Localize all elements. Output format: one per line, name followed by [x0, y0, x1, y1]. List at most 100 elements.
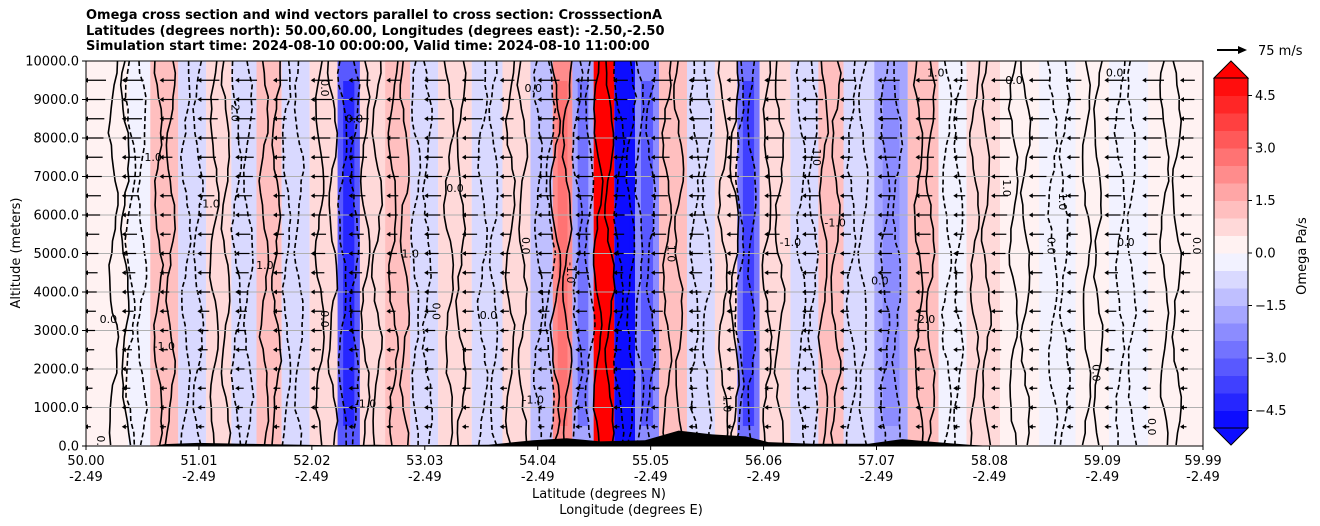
wind-vector	[159, 289, 170, 295]
wind-vector	[1104, 328, 1116, 333]
wind-vector-head	[159, 135, 164, 141]
wind-vector	[839, 212, 852, 218]
wind-vector-head	[1028, 251, 1033, 256]
wind-vector	[348, 251, 363, 256]
wind-vector-head	[197, 385, 202, 391]
wind-vector	[537, 193, 555, 199]
wind-vector	[310, 385, 320, 391]
wind-vector-head	[575, 405, 580, 410]
wind-vector	[575, 135, 595, 141]
wind-vector	[764, 328, 776, 333]
wind-vector	[1066, 366, 1075, 372]
wind-vector	[877, 77, 900, 83]
wind-vector	[348, 154, 368, 160]
wind-vector-head	[650, 193, 655, 199]
wind-vector	[915, 154, 934, 160]
wind-vector	[953, 424, 960, 430]
wind-vector	[499, 308, 509, 314]
wind-vector-head	[348, 308, 353, 314]
wind-vector-head	[915, 174, 920, 179]
wind-vector-head	[991, 154, 996, 160]
wind-vector	[537, 116, 558, 122]
wind-vector	[272, 308, 283, 314]
wind-vector	[726, 385, 734, 391]
wind-vector	[197, 328, 209, 333]
wind-vector-head	[461, 385, 466, 391]
x-tick-label-lon: -2.49	[521, 470, 555, 485]
wind-vector-head	[839, 328, 844, 333]
y-tick-label: 3000.0	[34, 324, 80, 339]
wind-vector-head	[1142, 174, 1147, 179]
wind-vector	[1028, 174, 1047, 179]
wind-vector-head	[802, 424, 807, 430]
wind-vector	[575, 308, 588, 314]
contour-label: 0.0	[1106, 66, 1124, 79]
wind-vector	[877, 366, 888, 372]
wind-vector-head	[688, 135, 693, 141]
colorbar-segment	[1214, 253, 1248, 271]
wind-vector	[424, 405, 432, 410]
contour-label: 0.0	[1045, 237, 1058, 255]
y-tick-label: 2000.0	[34, 363, 80, 378]
wind-vector-head	[499, 251, 504, 256]
wind-vector-head	[839, 424, 844, 430]
wind-vector-head	[1179, 212, 1184, 218]
wind-vector	[802, 135, 822, 141]
wind-vector	[461, 193, 479, 199]
colorbar-segment	[1214, 183, 1248, 201]
wind-vector	[726, 135, 740, 141]
wind-vector-head	[953, 289, 958, 295]
wind-vector-head	[386, 116, 391, 122]
wind-vector	[650, 135, 671, 141]
wind-vector	[499, 366, 508, 372]
wind-vector-head	[1179, 174, 1184, 179]
wind-vector-head	[613, 270, 618, 276]
wind-vector	[197, 174, 216, 179]
wind-vector	[1179, 212, 1192, 218]
wind-vector	[1142, 212, 1159, 218]
wind-vector-head	[802, 366, 807, 372]
wind-vector-head	[726, 116, 731, 122]
wind-vector	[348, 270, 363, 276]
wind-vector	[235, 97, 257, 102]
wind-vector	[575, 289, 588, 295]
wind-vector-head	[650, 405, 655, 410]
wind-vector-head	[953, 77, 958, 83]
x-tick-label-lon: -2.49	[182, 470, 216, 485]
wind-vector-head	[877, 424, 882, 430]
wind-vector	[726, 77, 742, 83]
wind-vector	[1142, 347, 1153, 353]
wind-vector-head	[310, 385, 315, 391]
wind-vector-head	[1142, 135, 1147, 141]
wind-vector	[1066, 174, 1080, 179]
wind-vector-head	[537, 77, 542, 83]
wind-vector	[235, 193, 253, 199]
wind-vector-head	[1104, 405, 1109, 410]
wind-vector-head	[1142, 366, 1147, 372]
wind-vector	[613, 424, 620, 430]
wind-vector	[537, 174, 556, 179]
wind-vector-head	[197, 308, 202, 314]
wind-vector	[764, 366, 774, 372]
y-tick-label: 8000.0	[34, 132, 80, 147]
wind-vector	[1142, 97, 1164, 102]
wind-vector	[915, 77, 938, 83]
wind-vector-head	[953, 154, 958, 160]
wind-vector-head	[121, 270, 126, 276]
wind-vector-head	[764, 154, 769, 160]
wind-vector-head	[386, 347, 391, 353]
wind-vector-head	[915, 193, 920, 199]
wind-vector	[764, 97, 786, 102]
wind-vector-head	[915, 424, 920, 430]
colorbar-segment	[1214, 288, 1248, 306]
wind-vector	[348, 116, 369, 122]
wind-vector-head	[802, 385, 807, 391]
wind-vector	[726, 366, 735, 372]
wind-vector	[499, 328, 509, 333]
wind-vector-head	[424, 347, 429, 353]
x-tick-label-lat: 50.00	[67, 454, 104, 469]
wind-vector-head	[235, 308, 240, 314]
wind-vector	[991, 251, 1006, 256]
x-tick-label-lat: 58.08	[971, 454, 1008, 469]
wind-vector-head	[272, 347, 277, 353]
